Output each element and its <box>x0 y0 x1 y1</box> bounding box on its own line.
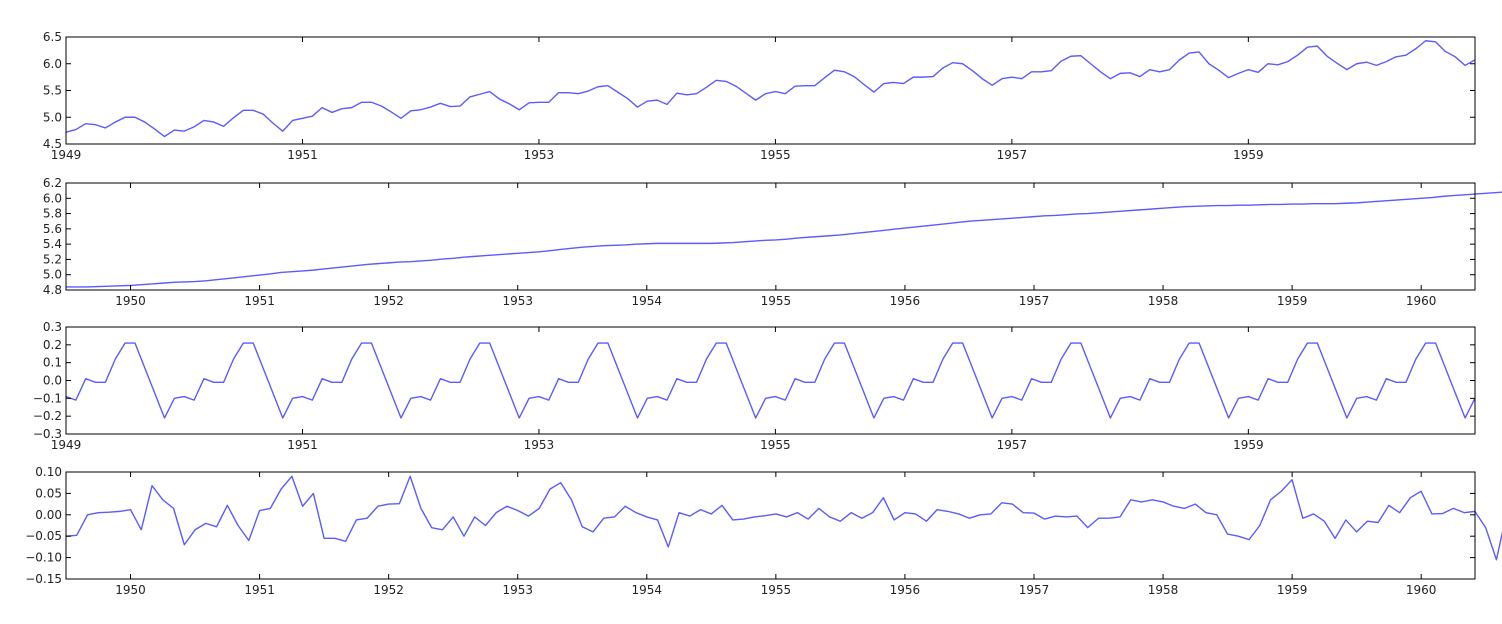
seasonal-y-tick-label: −0.2 <box>33 409 62 423</box>
trend-x-tick-label: 1955 <box>761 294 792 308</box>
residual-y-tick-label: −0.10 <box>25 551 62 565</box>
residual-x-tick-label: 1953 <box>502 583 533 597</box>
residual-axes-frame <box>65 471 1476 580</box>
residual-x-tick-label: 1956 <box>890 583 921 597</box>
trend-x-tick-label: 1960 <box>1406 294 1437 308</box>
observed-y-tick-label: 5.5 <box>43 84 62 98</box>
observed-y-tick-label: 4.5 <box>43 137 62 151</box>
seasonal-x-tick-label: 1951 <box>287 438 318 452</box>
observed-y-tick-label: 6.0 <box>43 57 62 71</box>
trend-y-tick-label: 4.8 <box>43 283 62 297</box>
panel-observed: 4.5 5.0 5.5 6.0 6.5 1949 1951 1953 1955 1957 1959 <box>43 30 1476 162</box>
observed-x-tick-label: 1951 <box>287 148 318 162</box>
seasonal-x-tick-label: 1957 <box>997 438 1028 452</box>
panel-trend: 4.85.0 5.25.45.65.8 6.06.2 1950 1951 1952 1953… <box>43 176 1502 308</box>
trend-y-tick-label: 5.4 <box>43 237 62 251</box>
seasonal-x-tick-label: 1953 <box>524 438 555 452</box>
trend-x-tick-label: 1957 <box>1019 294 1050 308</box>
residual-x-tick-label: 1951 <box>244 583 275 597</box>
trend-x-tick-label: 1953 <box>502 294 533 308</box>
seasonal-axes-frame <box>65 326 1476 435</box>
residual-y-tick-label: 0.05 <box>35 486 62 500</box>
trend-y-tick-label: 5.6 <box>43 222 62 236</box>
seasonal-y-tick-label: 0.2 <box>43 338 62 352</box>
panel-seasonal: −0.3 −0.2 −0.1 0.0 0.1 0.2 0.3 1949 1951 1953 1955… <box>33 320 1476 452</box>
residual-y-tick-label: 0.00 <box>35 508 62 522</box>
trend-y-tick-label: 6.0 <box>43 191 62 205</box>
observed-y-tick-label: 6.5 <box>43 30 62 44</box>
trend-x-tick-label: 1950 <box>115 294 146 308</box>
residual-x-tick-label: 1954 <box>632 583 663 597</box>
residual-x-tick-label: 1957 <box>1019 583 1050 597</box>
trend-y-tick-label: 5.2 <box>43 252 62 266</box>
trend-y-tick-label: 5.0 <box>43 268 62 282</box>
seasonal-x-tick-label: 1955 <box>760 438 791 452</box>
residual-y-tick-label: 0.10 <box>35 465 62 479</box>
seasonal-y-tick-label: 0.3 <box>43 320 62 334</box>
seasonal-x-tick-label: 1959 <box>1233 438 1264 452</box>
panel-residual: −0.15 −0.10 −0.05 0.00 0.05 0.10 1950 1951 1952 1… <box>25 465 1502 597</box>
seasonal-y-tick-label: 0.0 <box>43 374 62 388</box>
residual-x-tick-label: 1952 <box>373 583 404 597</box>
seasonal-y-tick-label: −0.1 <box>33 391 62 405</box>
residual-y-tick-label: −0.15 <box>25 572 62 586</box>
trend-x-tick-label: 1951 <box>244 294 275 308</box>
seasonal-x-tick-label: 1949 <box>51 438 82 452</box>
residual-x-tick-label: 1955 <box>761 583 792 597</box>
seasonal-series-line <box>65 342 1476 419</box>
observed-y-tick-label: 5.0 <box>43 110 62 124</box>
observed-x-tick-label: 1949 <box>51 148 82 162</box>
trend-x-tick-label: 1959 <box>1277 294 1308 308</box>
residual-x-tick-label: 1960 <box>1406 583 1437 597</box>
residual-x-tick-label: 1950 <box>115 583 146 597</box>
trend-y-tick-label: 6.2 <box>43 176 62 190</box>
seasonal-y-tick-label: 0.1 <box>43 356 62 370</box>
residual-y-tick-label: −0.05 <box>25 529 62 543</box>
observed-x-tick-label: 1955 <box>760 148 791 162</box>
residual-x-tick-label: 1958 <box>1148 583 1179 597</box>
trend-y-tick-label: 5.8 <box>43 207 62 221</box>
trend-x-tick-label: 1958 <box>1148 294 1179 308</box>
seasonal-y-tick-label: −0.3 <box>33 427 62 441</box>
observed-x-tick-label: 1959 <box>1233 148 1264 162</box>
trend-x-tick-label: 1952 <box>373 294 404 308</box>
trend-axes-frame <box>65 182 1476 291</box>
observed-axes-frame <box>65 36 1476 145</box>
observed-x-tick-label: 1957 <box>997 148 1028 162</box>
residual-x-tick-label: 1959 <box>1277 583 1308 597</box>
observed-series-line <box>65 40 1476 138</box>
trend-series-line <box>66 191 1502 288</box>
residual-series-line <box>65 475 1502 561</box>
trend-x-tick-label: 1954 <box>632 294 663 308</box>
observed-x-tick-label: 1953 <box>524 148 555 162</box>
trend-x-tick-label: 1956 <box>890 294 921 308</box>
